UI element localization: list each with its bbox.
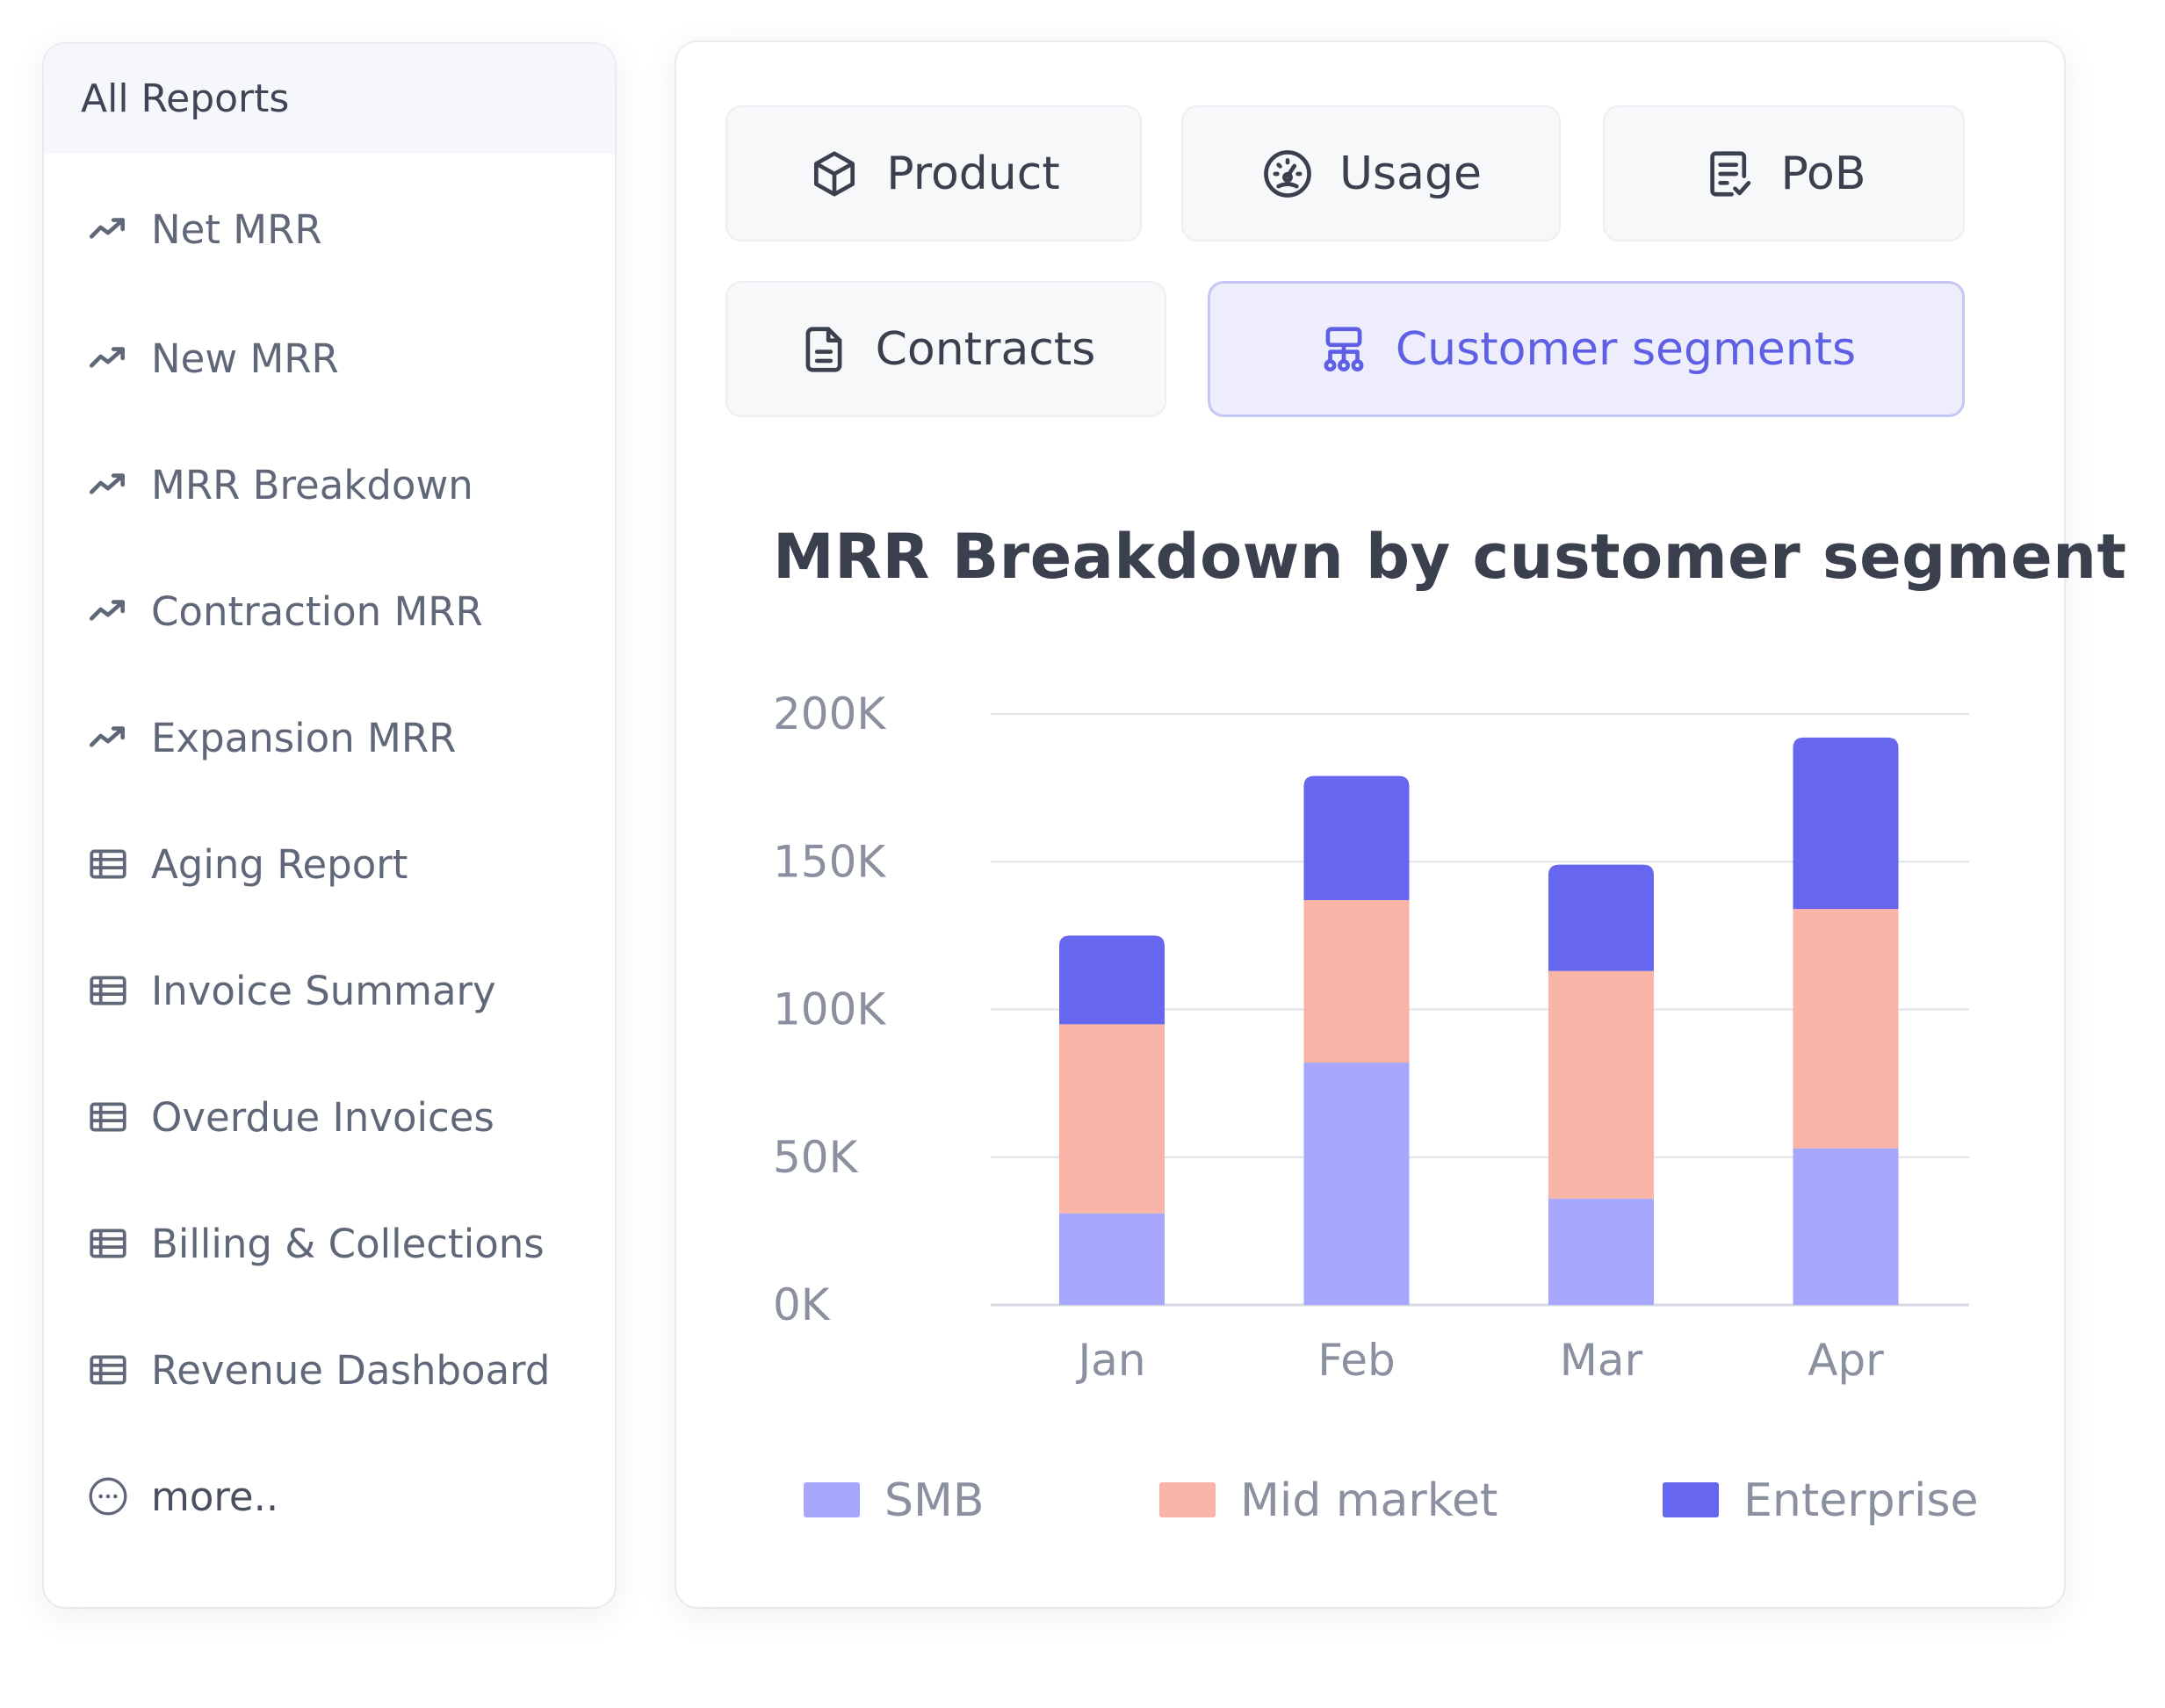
bar-segment-smb-mar (1548, 1198, 1654, 1305)
sidebar-item-label: Net MRR (151, 205, 322, 253)
report-list: Net MRR New MRR MRR Breakdown Contractio… (44, 163, 615, 1560)
reports-sidebar: All Reports Net MRR New MRR MRR Breakdow… (44, 44, 615, 1607)
y-tick-label: 200K (773, 688, 886, 739)
sidebar-item-expansion-mrr[interactable]: Expansion MRR (44, 674, 615, 801)
sidebar-item-label: New MRR (151, 335, 339, 382)
legend-label: Mid market (1240, 1474, 1497, 1527)
sidebar-item-label: more.. (151, 1473, 279, 1520)
more-icon (86, 1474, 130, 1518)
sidebar-item-mrr-breakdown[interactable]: MRR Breakdown (44, 422, 615, 548)
sidebar-item-label: Invoice Summary (151, 967, 496, 1014)
y-tick-label: 0K (773, 1279, 831, 1330)
bar-segment-enterprise-feb (1303, 775, 1410, 900)
legend-swatch (1159, 1482, 1216, 1517)
sidebar-item-label: Revenue Dashboard (151, 1346, 551, 1394)
bar-segment-smb-apr (1793, 1148, 1899, 1305)
tab-product-label: Product (886, 147, 1060, 200)
table-icon (86, 1222, 130, 1265)
sidebar-item-revenue-dashboard[interactable]: Revenue Dashboard (44, 1307, 615, 1433)
bar-segment-smb-feb (1303, 1063, 1410, 1305)
table-icon (86, 1348, 130, 1392)
bar-segment-smb-jan (1058, 1213, 1165, 1305)
y-tick-label: 150K (773, 836, 886, 887)
table-icon (86, 969, 130, 1013)
x-tick-label: Mar (1560, 1335, 1643, 1386)
bar-segment-enterprise-jan (1058, 935, 1165, 1025)
stacked-bar-chart: 0K 50K 100K 150K 200K Jan Feb Mar Apr SMB Mid mark… (773, 688, 1979, 1527)
sidebar-item-label: Billing & Collections (151, 1220, 545, 1267)
bar-segment-mid-market-mar (1548, 970, 1654, 1199)
tab-contracts-label: Contracts (875, 322, 1096, 376)
bar-segment-mid-market-apr (1793, 909, 1899, 1149)
table-icon (86, 1095, 130, 1139)
sidebar-item-net-mrr[interactable]: Net MRR (44, 163, 615, 295)
sidebar-item-more[interactable]: more.. (44, 1433, 615, 1560)
table-icon (86, 842, 130, 886)
sidebar-item-billing-and-collections[interactable]: Billing & Collections (44, 1180, 615, 1307)
tab-usage-label: Usage (1339, 147, 1483, 200)
x-tick-label: Apr (1808, 1335, 1884, 1386)
sidebar-item-label: MRR Breakdown (151, 461, 473, 508)
trend-up-icon (86, 716, 130, 760)
tab-contracts[interactable]: Contracts (725, 281, 1166, 417)
bar-segment-mid-market-feb (1303, 899, 1410, 1063)
report-panel: Product Usage PoB (676, 42, 2126, 1607)
checklist-document-icon (1702, 147, 1757, 201)
sidebar-item-label: Aging Report (151, 840, 408, 888)
x-tick-label: Jan (1075, 1335, 1145, 1386)
bar-segment-enterprise-apr (1793, 737, 1899, 910)
sidebar-item-contraction-mrr[interactable]: Contraction MRR (44, 548, 615, 674)
cube-icon (807, 147, 862, 201)
chart-title: MRR Breakdown by customer segment (773, 521, 2127, 593)
sidebar-item-label: Expansion MRR (151, 714, 457, 761)
trend-up-icon (86, 336, 130, 380)
bar-segment-mid-market-jan (1058, 1024, 1165, 1214)
y-tick-label: 100K (773, 984, 886, 1035)
tab-pob[interactable]: PoB (1603, 105, 1965, 241)
tab-product[interactable]: Product (725, 105, 1142, 241)
tab-customer-segments-label: Customer segments (1395, 322, 1857, 376)
gauge-icon (1260, 147, 1315, 201)
sidebar-item-aging-report[interactable]: Aging Report (44, 801, 615, 927)
document-icon (797, 322, 851, 377)
sidebar-item-invoice-summary[interactable]: Invoice Summary (44, 927, 615, 1054)
sidebar-item-overdue-invoices[interactable]: Overdue Invoices (44, 1054, 615, 1180)
tab-pob-label: PoB (1780, 147, 1866, 200)
legend-swatch (804, 1482, 860, 1517)
tab-customer-segments[interactable]: Customer segments (1208, 281, 1965, 417)
y-tick-label: 50K (773, 1132, 859, 1183)
legend-label: SMB (884, 1474, 985, 1527)
trend-up-icon (86, 207, 130, 251)
tab-usage[interactable]: Usage (1181, 105, 1561, 241)
x-tick-label: Feb (1317, 1335, 1396, 1386)
legend-swatch (1663, 1482, 1719, 1517)
sidebar-item-label: Overdue Invoices (151, 1093, 494, 1141)
trend-up-icon (86, 589, 130, 633)
sidebar-item-label: Contraction MRR (151, 587, 483, 635)
trend-up-icon (86, 463, 130, 507)
legend-label: Enterprise (1743, 1474, 1979, 1527)
sidebar-item-new-mrr[interactable]: New MRR (44, 295, 615, 422)
bar-segment-enterprise-mar (1548, 864, 1654, 971)
hierarchy-icon (1317, 322, 1371, 377)
sidebar-heading: All Reports (44, 44, 615, 154)
